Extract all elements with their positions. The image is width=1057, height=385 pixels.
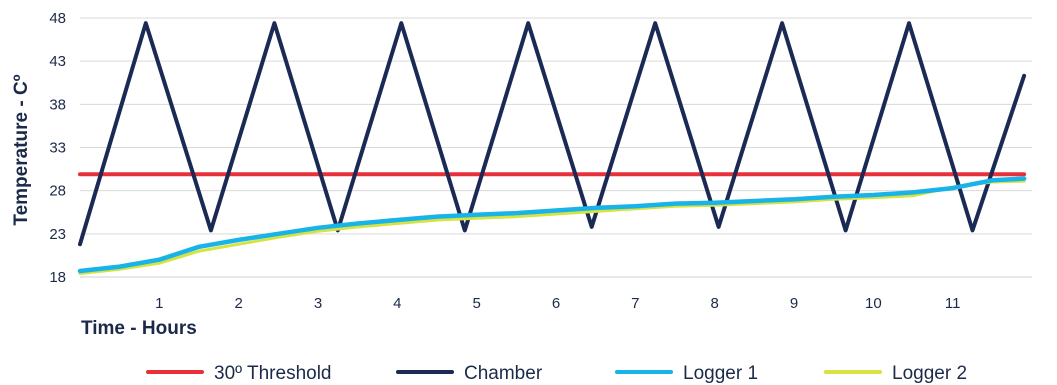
y-tick-label: 33 [49, 140, 66, 157]
series-line-chamber [78, 21, 1027, 247]
x-tick-label: 1 [155, 295, 163, 312]
legend: 30º Threshold Chamber Logger 1 Logger 2 [146, 363, 967, 384]
legend-label-chamber: Chamber [464, 363, 543, 384]
legend-label-logger-1: Logger 1 [683, 363, 758, 384]
legend-label-logger-2: Logger 2 [892, 363, 967, 384]
x-tick-label: 8 [710, 295, 718, 312]
x-tick-label: 11 [945, 295, 961, 312]
series-line-logger-1 [77, 176, 1027, 274]
x-axis-title: Time - Hours [81, 318, 197, 339]
x-axis-ticks: 1 2 3 4 5 6 7 8 9 10 11 [155, 295, 960, 312]
x-tick-label: 10 [865, 295, 882, 312]
y-tick-label: 43 [49, 53, 66, 70]
x-tick-label: 4 [393, 295, 401, 312]
x-tick-label: 6 [552, 295, 560, 312]
x-tick-label: 7 [631, 295, 639, 312]
y-tick-label: 38 [49, 96, 66, 113]
y-tick-label: 23 [49, 226, 66, 243]
y-axis-title: Temperature - Cº [11, 74, 32, 225]
y-tick-label: 28 [49, 183, 66, 200]
legend-label-30-threshold: 30º Threshold [214, 363, 332, 384]
x-tick-label: 9 [790, 295, 798, 312]
x-tick-label: 2 [234, 295, 242, 312]
y-axis-ticks: 18 23 28 33 38 43 48 [49, 10, 66, 286]
y-tick-label: 18 [49, 269, 66, 286]
x-tick-label: 5 [472, 295, 480, 312]
series-layer [77, 21, 1027, 275]
series-line-logger-2 [78, 179, 1026, 275]
grid-lines [80, 17, 1032, 235]
x-tick-label: 3 [314, 295, 322, 312]
y-tick-label: 48 [49, 10, 66, 27]
